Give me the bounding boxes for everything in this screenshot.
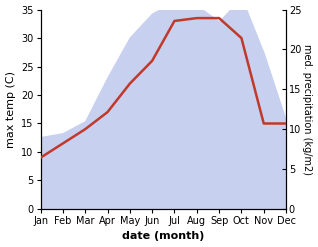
Y-axis label: max temp (C): max temp (C) bbox=[5, 71, 16, 148]
X-axis label: date (month): date (month) bbox=[122, 231, 204, 242]
Y-axis label: med. precipitation (kg/m2): med. precipitation (kg/m2) bbox=[302, 44, 313, 175]
